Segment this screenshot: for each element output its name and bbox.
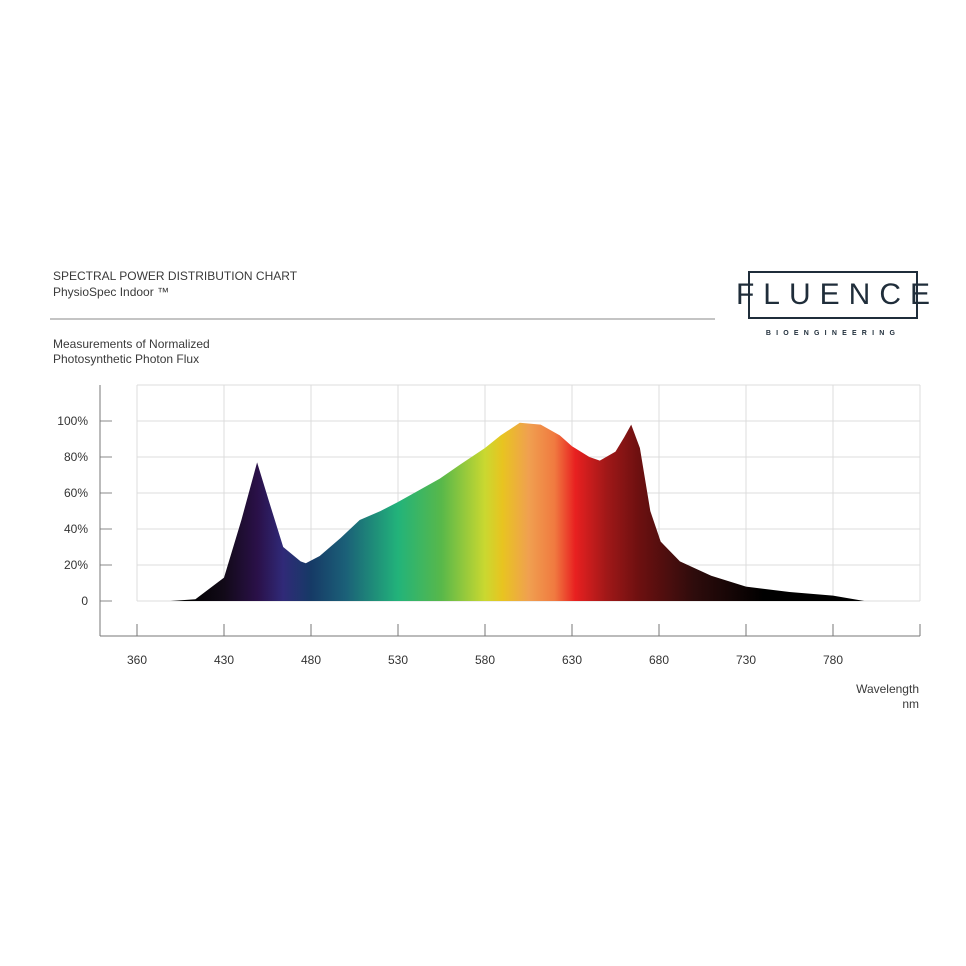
y-tick-label: 40%	[64, 522, 88, 536]
x-tick-label: 630	[562, 653, 582, 667]
logo-tagline: BIOENGINEERING	[765, 330, 901, 337]
logo-text: FLUENCE	[735, 278, 940, 311]
x-tick-label: 430	[214, 653, 234, 667]
x-axis-label: Wavelength	[856, 682, 919, 696]
x-tick-label: 480	[301, 653, 321, 667]
spectrum-area	[170, 422, 865, 601]
y-tick-label: 60%	[64, 486, 88, 500]
y-axis-label-line1: Measurements of Normalized	[53, 337, 210, 351]
y-tick-label: 20%	[64, 558, 88, 572]
y-tick-label: 0	[81, 594, 88, 608]
y-axis-label-line2: Photosynthetic Photon Flux	[53, 352, 200, 366]
chart-title: SPECTRAL POWER DISTRIBUTION CHART	[53, 269, 298, 283]
x-tick-label: 580	[475, 653, 495, 667]
chart-subtitle: PhysioSpec Indoor ™	[53, 285, 170, 299]
y-tick-label: 80%	[64, 450, 88, 464]
x-tick-label: 360	[127, 653, 147, 667]
x-tick-label: 530	[388, 653, 408, 667]
x-axis-unit: nm	[902, 697, 919, 711]
x-tick-label: 730	[736, 653, 756, 667]
fluence-logo: FLUENCE	[736, 271, 930, 319]
x-tick-label: 780	[823, 653, 843, 667]
y-tick-label: 100%	[57, 414, 88, 428]
x-tick-label: 680	[649, 653, 669, 667]
